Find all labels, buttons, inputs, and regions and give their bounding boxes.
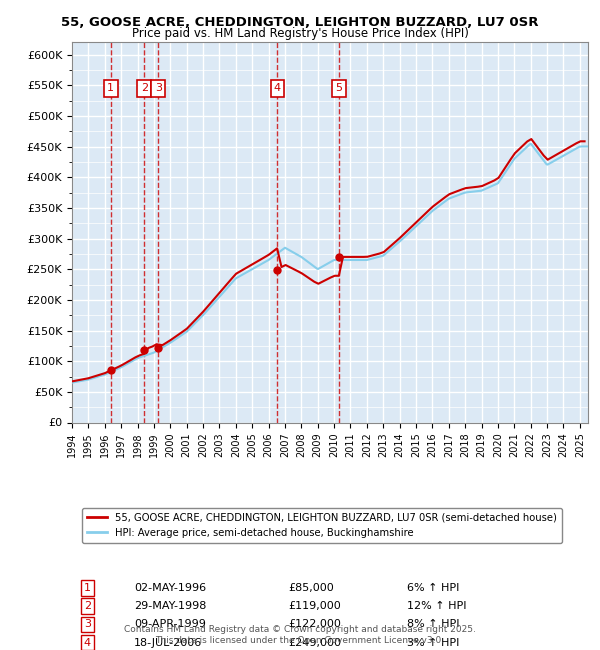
Text: 09-APR-1999: 09-APR-1999 [134,619,206,629]
Text: 5: 5 [335,83,343,93]
Text: 2: 2 [140,83,148,93]
Text: 1: 1 [84,583,91,593]
Text: 29-MAY-1998: 29-MAY-1998 [134,601,206,611]
Text: 3% ↑ HPI: 3% ↑ HPI [407,638,460,647]
Text: 1: 1 [107,83,115,93]
Text: 4: 4 [274,83,281,93]
Text: £85,000: £85,000 [289,583,334,593]
Text: 4: 4 [84,638,91,647]
Text: 12% ↑ HPI: 12% ↑ HPI [407,601,467,611]
Legend: 55, GOOSE ACRE, CHEDDINGTON, LEIGHTON BUZZARD, LU7 0SR (semi-detached house), HP: 55, GOOSE ACRE, CHEDDINGTON, LEIGHTON BU… [82,508,562,543]
Text: £122,000: £122,000 [289,619,341,629]
Text: 3: 3 [84,619,91,629]
Text: Contains HM Land Registry data © Crown copyright and database right 2025.
This d: Contains HM Land Registry data © Crown c… [124,625,476,645]
Text: 8% ↑ HPI: 8% ↑ HPI [407,619,460,629]
Text: 2: 2 [84,601,91,611]
Text: 55, GOOSE ACRE, CHEDDINGTON, LEIGHTON BUZZARD, LU7 0SR: 55, GOOSE ACRE, CHEDDINGTON, LEIGHTON BU… [61,16,539,29]
Text: £119,000: £119,000 [289,601,341,611]
Text: 18-JUL-2006: 18-JUL-2006 [134,638,202,647]
Text: 6% ↑ HPI: 6% ↑ HPI [407,583,460,593]
Text: £249,000: £249,000 [289,638,342,647]
Text: 02-MAY-1996: 02-MAY-1996 [134,583,206,593]
Text: Price paid vs. HM Land Registry's House Price Index (HPI): Price paid vs. HM Land Registry's House … [131,27,469,40]
Text: 3: 3 [155,83,162,93]
